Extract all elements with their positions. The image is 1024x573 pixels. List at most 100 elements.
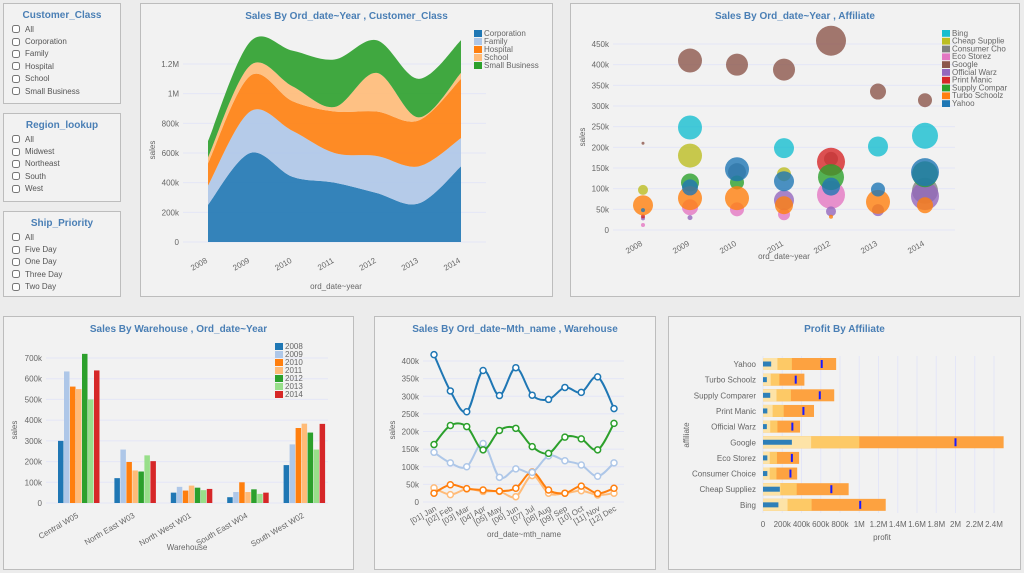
data-point	[462, 408, 471, 416]
filter-checkbox[interactable]	[12, 74, 20, 83]
panel-sales-by-month-warehouse: Sales By Ord_date~Mth_name , Warehouse	[374, 316, 656, 570]
filter-checkbox[interactable]	[12, 233, 20, 242]
bullet-measure	[763, 471, 768, 477]
data-point	[430, 440, 438, 449]
data-point	[528, 468, 536, 477]
filter-checkbox[interactable]	[12, 245, 20, 254]
filter-option-label: Northeast	[25, 159, 60, 169]
bar	[150, 461, 156, 503]
filter-option[interactable]: Three Day	[12, 268, 62, 280]
bubble-google	[641, 141, 645, 145]
y-tick-label: 500k	[25, 395, 43, 404]
data-point	[446, 459, 455, 467]
filter-checkbox[interactable]	[12, 135, 20, 144]
legend-swatch	[474, 62, 482, 69]
chart-title: Sales By Warehouse , Ord_date~Year	[89, 324, 268, 335]
legend-label: 2014	[285, 390, 303, 399]
filter-checkbox[interactable]	[12, 257, 20, 266]
filter-checkbox[interactable]	[12, 25, 20, 34]
bar	[295, 428, 302, 503]
filter-option[interactable]: All	[12, 133, 60, 145]
filter-checkbox[interactable]	[12, 159, 20, 168]
x-axis-label: Warehouse	[167, 543, 208, 552]
x-tick-label: 2009	[671, 239, 691, 256]
y-tick-label: Google	[730, 438, 756, 447]
legend-label: Bing	[952, 29, 968, 38]
filter-option[interactable]: Five Day	[12, 243, 62, 255]
y-tick-label: 450k	[592, 40, 610, 49]
y-tick-label: 100k	[25, 478, 43, 487]
data-point	[495, 487, 504, 495]
filter-option[interactable]: One Day	[12, 256, 62, 268]
y-axis-label: sales	[578, 128, 587, 147]
bubble-yahoo	[725, 157, 749, 182]
bullet-marker	[830, 485, 833, 494]
legend-label: 2012	[285, 374, 303, 383]
filter-checkbox[interactable]	[12, 282, 20, 291]
filter-option[interactable]: Two Day	[12, 281, 62, 293]
bubble-google	[678, 48, 702, 73]
data-point	[462, 484, 471, 493]
legend-label: Consumer Cho	[952, 44, 1006, 53]
data-point	[610, 419, 618, 428]
legend-swatch	[275, 383, 283, 390]
y-tick-label: 200k	[162, 208, 180, 217]
legend-label: 2010	[285, 358, 303, 367]
data-point	[512, 424, 520, 433]
filter-option[interactable]: Northeast	[12, 158, 60, 170]
filter-option-label: All	[25, 232, 34, 242]
filter-option-label: Hospital	[25, 61, 54, 71]
filter-checkbox[interactable]	[12, 147, 20, 156]
legend-swatch	[942, 69, 950, 76]
filter-checkbox[interactable]	[12, 184, 20, 193]
filter-option-label: School	[25, 74, 50, 84]
bubble-bing	[912, 122, 938, 149]
bubble-yahoo	[911, 158, 939, 187]
data-point	[561, 433, 569, 441]
bubble-bing	[774, 138, 794, 159]
filter-option[interactable]: All	[12, 231, 62, 243]
filter-option[interactable]: Small Business	[12, 85, 80, 97]
data-point	[561, 489, 569, 497]
y-tick-label: 600k	[25, 375, 43, 384]
data-point	[577, 482, 586, 490]
bullet-measure	[763, 424, 767, 430]
bubble-turbo-schoolz	[775, 196, 793, 215]
x-tick-label: 2008	[189, 256, 209, 273]
filter-option[interactable]: South	[12, 170, 60, 182]
bubble-bing	[678, 115, 702, 140]
filter-option[interactable]: All	[12, 23, 80, 35]
filter-checkbox[interactable]	[12, 270, 20, 279]
legend-swatch	[942, 45, 950, 53]
filter-option[interactable]: School	[12, 73, 80, 85]
filter-option[interactable]: Family	[12, 48, 80, 60]
y-tick-label: 300k	[592, 102, 610, 111]
filter-option[interactable]: Hospital	[12, 60, 80, 72]
y-tick-label: 50k	[406, 480, 420, 489]
y-tick-label: 150k	[402, 445, 420, 454]
legend-swatch	[942, 84, 950, 92]
y-tick-label: 300k	[402, 392, 420, 401]
legend-swatch	[942, 76, 950, 84]
filter-option[interactable]: Corporation	[12, 35, 80, 47]
legend-swatch	[942, 61, 950, 68]
bubble-google	[773, 58, 795, 81]
bar	[239, 482, 245, 503]
bar	[307, 432, 314, 503]
legend-swatch	[942, 30, 950, 37]
filter-option[interactable]: West	[12, 183, 60, 195]
filter-checkbox[interactable]	[12, 87, 20, 96]
data-point	[430, 350, 438, 359]
legend-label: 2013	[285, 382, 303, 391]
x-tick-label: 2011	[316, 256, 336, 273]
data-point	[495, 473, 504, 482]
filter-checkbox[interactable]	[12, 62, 20, 71]
filter-checkbox[interactable]	[12, 172, 20, 181]
filter-checkbox[interactable]	[12, 49, 20, 58]
filter-checkbox[interactable]	[12, 37, 20, 46]
filter-option[interactable]: Midwest	[12, 145, 60, 157]
bullet-measure	[763, 502, 779, 508]
bubble-yahoo	[822, 177, 840, 196]
data-point	[446, 421, 455, 430]
bar	[70, 386, 76, 503]
